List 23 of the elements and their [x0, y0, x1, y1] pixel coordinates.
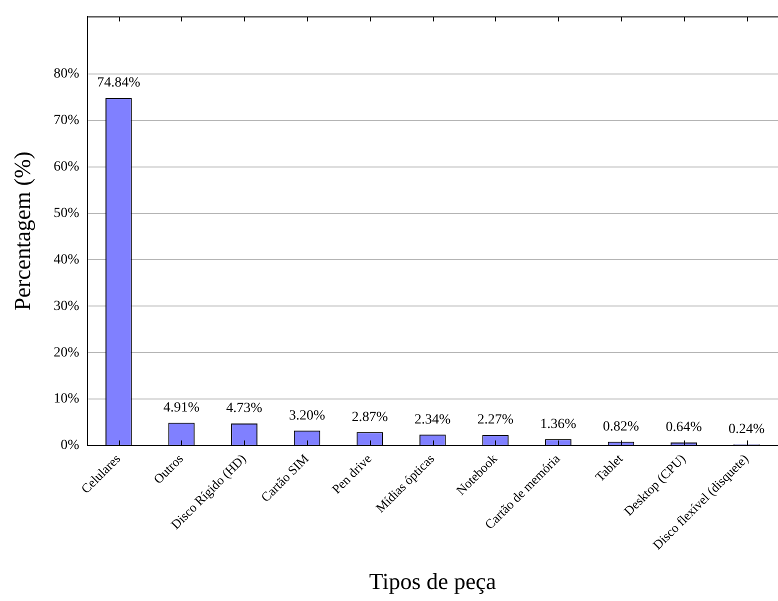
data-label: 1.36%	[540, 416, 577, 432]
y-tick-label: 70%	[54, 113, 80, 128]
data-label: 0.24%	[728, 422, 766, 438]
data-label: 2.27%	[477, 412, 514, 428]
data-label: 4.91%	[163, 400, 200, 416]
data-label: 2.87%	[352, 410, 388, 425]
y-tick-label: 0%	[60, 438, 80, 454]
y-tick-label: 80%	[54, 66, 80, 82]
y-tick-label: 50%	[54, 206, 80, 221]
data-label: 74.84%	[97, 76, 141, 91]
y-axis-title: Percentagem (%)	[10, 151, 35, 310]
y-tick-label: 30%	[54, 298, 80, 314]
data-label: 0.82%	[602, 419, 640, 434]
y-tick-label: 20%	[54, 345, 80, 360]
data-label: 3.20%	[288, 408, 326, 424]
y-tick-label: 60%	[54, 160, 80, 175]
data-label: 0.64%	[666, 420, 702, 436]
y-tick-label: 40%	[54, 252, 80, 268]
x-tick-label: Pen drive	[328, 450, 375, 497]
x-axis-title: Tipos de peça	[369, 569, 496, 594]
data-label: 2.34%	[414, 412, 452, 428]
y-tick-label: 10%	[54, 392, 80, 407]
data-label: 4.73%	[226, 401, 263, 416]
